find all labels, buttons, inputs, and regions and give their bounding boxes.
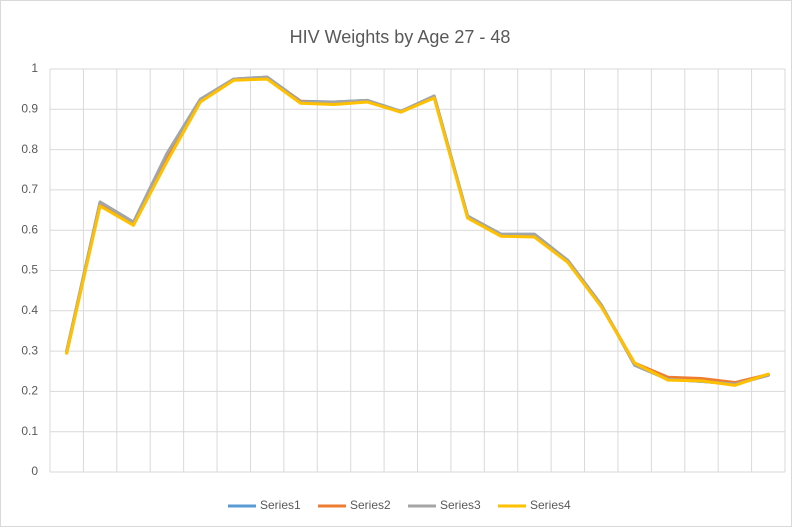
y-tick-label: 0.6 — [21, 222, 38, 236]
y-tick-label: 0.9 — [21, 101, 38, 115]
legend-label: Series3 — [440, 498, 481, 512]
series-line — [65, 77, 770, 387]
y-tick-label: 0.4 — [21, 303, 38, 317]
y-tick-label: 0.7 — [21, 182, 38, 196]
y-tick-label: 0.5 — [21, 263, 38, 277]
y-tick-label: 0.3 — [21, 343, 38, 357]
chart-title: HIV Weights by Age 27 - 48 — [290, 27, 511, 47]
y-tick-label: 0.8 — [21, 142, 38, 156]
y-tick-label: 0 — [31, 464, 38, 478]
legend-label: Series4 — [530, 498, 571, 512]
legend-label: Series2 — [350, 498, 391, 512]
legend-label: Series1 — [260, 498, 301, 512]
y-tick-label: 1 — [31, 61, 38, 75]
y-tick-label: 0.2 — [21, 384, 38, 398]
y-tick-label: 0.1 — [21, 424, 38, 438]
